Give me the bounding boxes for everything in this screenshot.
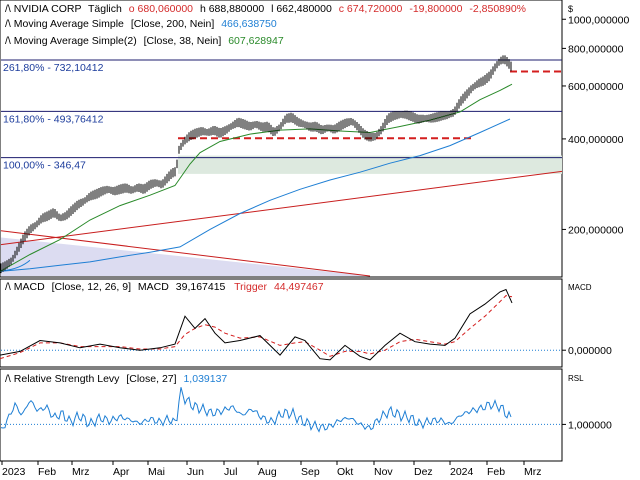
macd-plot [0, 288, 562, 361]
x-tick-label-0: 2023 [2, 466, 26, 478]
macd-axis-label: MACD [568, 283, 592, 292]
x-tick-label-1: Feb [38, 466, 56, 478]
fib-label-1: 161,80% - 493,76412 [3, 113, 104, 125]
x-tick-label-14: Mrz [524, 466, 542, 478]
macd-legend-params: [Close, 12, 26, 9] [52, 281, 131, 293]
rsl-axis-label: RSL [568, 374, 584, 383]
macd-legend-macd-value: 39,167415 [176, 281, 226, 293]
rsl-y-tick-label-0: 1,000000 [568, 419, 612, 431]
x-tick-label-11: Dez [414, 466, 433, 478]
x-tick-label-9: Okt [337, 466, 353, 478]
open-value: o 680,060000 [129, 3, 193, 15]
ma200-legend: /\ Moving Average Simple [Close, 200, Ne… [5, 18, 277, 30]
change-pct-value: -2,850890% [469, 3, 526, 15]
ma38-legend-value: 607,628947 [228, 35, 284, 47]
ma200-legend-value: 466,638750 [221, 18, 277, 30]
price-legend-title: /\ NVIDIA CORP Täglich o 680,060000 h 68… [5, 3, 526, 15]
support-zone-band [178, 155, 562, 174]
uptrend-line [0, 170, 563, 246]
x-tick-label-2: Mrz [72, 466, 90, 478]
macd-legend-macd-label: MACD [138, 281, 169, 293]
x-tick-label-8: Sep [301, 466, 320, 478]
trigger-line [0, 295, 513, 360]
ma38-legend-params: [Close, 38, Nein] [144, 35, 222, 47]
ma38-line [0, 83, 513, 272]
ma200-legend-icon: /\ [5, 18, 14, 30]
price-y-tick-label-0: 1000,000000 [568, 14, 629, 26]
shaded-triangle-region [1, 237, 370, 276]
fib-label-0: 261,80% - 732,10412 [3, 62, 104, 74]
x-tick-label-3: Apr [113, 466, 130, 478]
ma38-legend: /\ Moving Average Simple(2) [Close, 38, … [5, 35, 284, 47]
rsl-line [0, 387, 512, 433]
rsl-legend-value: 1,039137 [183, 373, 227, 385]
macd-panel-frame [0, 278, 563, 368]
price-plot: 261,80% - 732,10412 161,80% - 493,76412 10… [0, 55, 563, 277]
macd-legend-trigger-value: 44,497467 [274, 281, 324, 293]
macd-legend-icon: /\ [5, 281, 14, 293]
ma200-legend-name: Moving Average Simple [14, 18, 124, 30]
ma38-legend-name: Moving Average Simple(2) [14, 35, 137, 47]
fib-label-2: 100,00% - 346,47 [3, 160, 86, 172]
close-value: c 674,720000 [339, 3, 403, 15]
ma38-legend-icon: /\ [5, 35, 14, 47]
price-y-tick-label-3: 400,000000 [568, 134, 624, 146]
rsl-legend-icon: /\ [5, 373, 14, 385]
macd-legend: /\ MACD [Close, 12, 26, 9] MACD 39,16741… [5, 281, 324, 293]
rsl-legend-params: [Close, 27] [126, 373, 176, 385]
price-y-tick-label-4: 200,000000 [568, 224, 624, 236]
low-value: l 662,480000 [271, 3, 332, 15]
rsl-panel-frame [0, 368, 563, 462]
x-tick-label-12: 2024 [450, 466, 474, 478]
x-tick-label-5: Jun [187, 466, 204, 478]
ma200-line [0, 118, 511, 272]
rsl-legend: /\ Relative Strength Levy [Close, 27] 1,… [5, 373, 227, 385]
ma200-legend-params: [Close, 200, Nein] [131, 18, 215, 30]
symbol-name: NVIDIA CORP [14, 3, 82, 15]
macd-legend-name: MACD [14, 281, 45, 293]
price-bars [0, 55, 512, 274]
x-tick-label-6: Jul [224, 466, 237, 478]
macd-y-tick-label-0: 0,000000 [568, 345, 612, 357]
x-tick-label-10: Nov [374, 466, 393, 478]
change-value: -19,800000 [409, 3, 462, 15]
rsl-plot [0, 387, 562, 433]
macd-legend-trigger-label: Trigger [234, 281, 267, 293]
price-y-tick-label-2: 600,000000 [568, 81, 624, 93]
period-label: Täglich [88, 3, 122, 15]
rsl-legend-name: Relative Strength Levy [14, 373, 120, 385]
x-tick-label-13: Feb [487, 466, 505, 478]
currency-label: $ [568, 4, 573, 14]
high-value: h 688,880000 [200, 3, 264, 15]
x-tick-label-4: Mai [148, 466, 165, 478]
macd-line [0, 288, 513, 361]
price-legend-icon: /\ [5, 3, 14, 15]
x-tick-label-7: Aug [258, 466, 277, 478]
price-y-tick-label-1: 800,000000 [568, 43, 624, 55]
axes: 1000,000000 800,000000 600,000000 400,00000… [1, 14, 629, 478]
start-arc [3, 259, 31, 272]
